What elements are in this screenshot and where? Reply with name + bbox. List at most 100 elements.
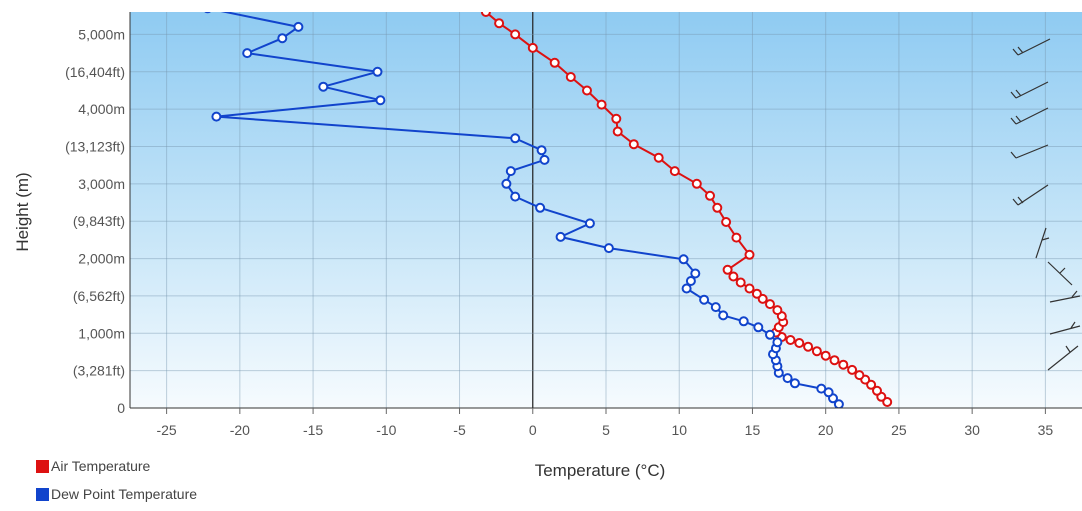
data-point[interactable] xyxy=(816,383,827,394)
data-point[interactable] xyxy=(690,268,701,279)
data-point[interactable] xyxy=(293,21,304,32)
data-point[interactable] xyxy=(669,166,680,177)
data-point[interactable] xyxy=(582,85,592,96)
data-point[interactable] xyxy=(510,29,521,40)
data-point[interactable] xyxy=(731,232,742,243)
data-point[interactable] xyxy=(872,385,882,396)
data-point[interactable] xyxy=(375,95,386,106)
data-point[interactable] xyxy=(744,249,755,260)
data-point[interactable] xyxy=(685,276,696,286)
data-point[interactable] xyxy=(833,399,844,408)
data-point[interactable] xyxy=(318,81,329,92)
y-tick-label: 0 xyxy=(117,400,125,416)
x-tick-label: 20 xyxy=(818,422,834,438)
data-point[interactable] xyxy=(242,48,253,59)
data-point[interactable] xyxy=(728,271,739,282)
data-point[interactable] xyxy=(611,113,622,124)
data-point[interactable] xyxy=(738,316,749,327)
data-point[interactable] xyxy=(596,99,607,110)
data-point[interactable] xyxy=(535,202,546,213)
data-point[interactable] xyxy=(678,254,689,265)
data-point[interactable] xyxy=(505,166,516,177)
data-point[interactable] xyxy=(838,359,849,370)
data-point[interactable] xyxy=(628,139,639,150)
y-tick-label: (13,123ft) xyxy=(65,138,125,154)
data-point[interactable] xyxy=(718,310,729,321)
data-point[interactable] xyxy=(681,283,692,294)
y-tick-label: 2,000m xyxy=(78,251,125,267)
data-point[interactable] xyxy=(277,33,288,44)
x-tick-label: -25 xyxy=(156,422,176,438)
y-tick-label: (6,562ft) xyxy=(73,288,125,304)
y-tick-label: 3,000m xyxy=(78,176,125,192)
data-point[interactable] xyxy=(772,305,783,316)
data-point[interactable] xyxy=(536,145,547,156)
data-point[interactable] xyxy=(699,294,710,305)
x-tick-label: 5 xyxy=(602,422,610,438)
data-point[interactable] xyxy=(722,264,733,275)
data-point[interactable] xyxy=(753,322,764,333)
data-point[interactable] xyxy=(480,8,491,17)
wind-barb-icon xyxy=(1049,321,1081,335)
legend-item-dew-point-temperature[interactable]: Dew Point Temperature xyxy=(36,486,197,502)
data-point[interactable] xyxy=(612,126,623,137)
data-point[interactable] xyxy=(721,217,732,227)
data-point[interactable] xyxy=(510,133,521,144)
x-tick-label: 25 xyxy=(891,422,907,438)
data-point[interactable] xyxy=(882,397,893,407)
data-point[interactable] xyxy=(501,178,512,189)
data-point[interactable] xyxy=(549,57,560,68)
x-tick-label: -15 xyxy=(303,422,323,438)
data-point[interactable] xyxy=(510,191,521,202)
x-tick-label: 0 xyxy=(529,422,537,438)
data-point[interactable] xyxy=(829,355,840,366)
wind-barb-icon xyxy=(1049,290,1081,303)
data-point[interactable] xyxy=(772,337,783,348)
data-point[interactable] xyxy=(527,42,538,53)
data-point[interactable] xyxy=(204,4,212,14)
data-point[interactable] xyxy=(854,370,865,381)
x-tick-label: 30 xyxy=(964,422,980,438)
y-tick-label: 5,000m xyxy=(78,26,125,42)
data-point[interactable] xyxy=(735,277,746,288)
data-point[interactable] xyxy=(372,66,383,77)
wind-barb-icon xyxy=(1010,81,1049,99)
wind-barb-icon xyxy=(1035,227,1050,259)
data-point[interactable] xyxy=(705,190,715,201)
y-axis-title: Height (m) xyxy=(13,172,32,251)
data-point[interactable] xyxy=(653,152,664,163)
data-point[interactable] xyxy=(820,350,831,361)
data-point[interactable] xyxy=(794,338,805,348)
data-point[interactable] xyxy=(751,288,762,299)
data-point[interactable] xyxy=(712,202,723,213)
data-point[interactable] xyxy=(603,243,614,254)
data-point[interactable] xyxy=(691,178,702,189)
data-point[interactable] xyxy=(584,218,595,229)
data-point[interactable] xyxy=(710,302,721,313)
wind-barb-icon xyxy=(1047,345,1079,371)
data-point[interactable] xyxy=(847,364,858,375)
data-point[interactable] xyxy=(494,18,505,29)
data-point[interactable] xyxy=(765,299,775,310)
y-tick-label: 4,000m xyxy=(78,101,125,117)
legend-label-air: Air Temperature xyxy=(51,458,151,474)
data-point[interactable] xyxy=(789,378,800,389)
wind-barb-icon xyxy=(1010,107,1049,125)
data-point[interactable] xyxy=(765,329,775,340)
legend-swatch-dew xyxy=(36,487,49,501)
data-point[interactable] xyxy=(866,379,877,390)
data-point[interactable] xyxy=(539,154,550,165)
data-point[interactable] xyxy=(803,341,814,352)
data-point[interactable] xyxy=(211,111,222,122)
data-point[interactable] xyxy=(744,283,755,294)
data-point[interactable] xyxy=(565,72,576,82)
grid-lines xyxy=(130,12,1082,408)
data-point[interactable] xyxy=(811,346,822,357)
data-point[interactable] xyxy=(785,335,796,345)
wind-barb-icon xyxy=(1012,38,1051,56)
data-point[interactable] xyxy=(782,373,793,384)
x-tick-label: -20 xyxy=(230,422,250,438)
legend-item-air-temperature[interactable]: Air Temperature xyxy=(36,458,150,474)
data-point[interactable] xyxy=(555,231,566,242)
